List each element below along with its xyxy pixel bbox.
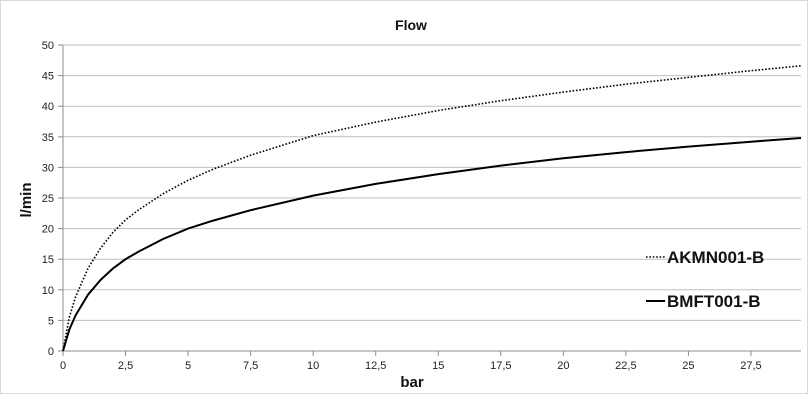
y-tick-label: 40 <box>42 101 54 113</box>
y-tick-label: 10 <box>42 285 54 297</box>
y-tick-label: 5 <box>48 315 54 327</box>
x-tick-label: 5 <box>185 360 191 372</box>
x-tick-labels: 0 2,5 5 7,5 10 12,5 15 17,5 20 22,5 25 27,5 <box>60 360 762 372</box>
y-tick-label: 25 <box>42 193 54 205</box>
x-axis-label: bar <box>400 374 424 391</box>
legend: AKMN001-B BMFT001-B <box>646 248 764 311</box>
x-tick-label: 0 <box>60 360 66 372</box>
x-tick-label: 22,5 <box>615 360 636 372</box>
legend-label: BMFT001-B <box>667 292 761 311</box>
legend-label: AKMN001-B <box>667 248 764 267</box>
y-tick-label: 0 <box>48 346 54 358</box>
x-tick-label: 20 <box>557 360 569 372</box>
y-tick-labels: 0 5 10 15 20 25 30 35 40 45 50 <box>42 40 54 358</box>
gridlines <box>63 45 801 320</box>
x-tick-label: 12,5 <box>365 360 386 372</box>
y-tick-label: 15 <box>42 254 54 266</box>
y-axis-label: l/min <box>18 182 35 217</box>
x-tick-label: 2,5 <box>118 360 133 372</box>
x-tick-label: 17,5 <box>490 360 511 372</box>
y-tick-label: 45 <box>42 71 54 83</box>
y-tick-label: 30 <box>42 162 54 174</box>
y-tick-label: 50 <box>42 40 54 52</box>
series-line-bmft001-b <box>63 138 801 351</box>
x-tick-label: 7,5 <box>243 360 258 372</box>
x-tick-label: 15 <box>432 360 444 372</box>
x-tick-label: 10 <box>307 360 319 372</box>
chart-title: Flow <box>395 17 427 33</box>
y-tick-label: 20 <box>42 224 54 236</box>
y-tick-label: 35 <box>42 132 54 144</box>
x-tick-label: 27,5 <box>740 360 761 372</box>
x-tick-label: 25 <box>682 360 694 372</box>
